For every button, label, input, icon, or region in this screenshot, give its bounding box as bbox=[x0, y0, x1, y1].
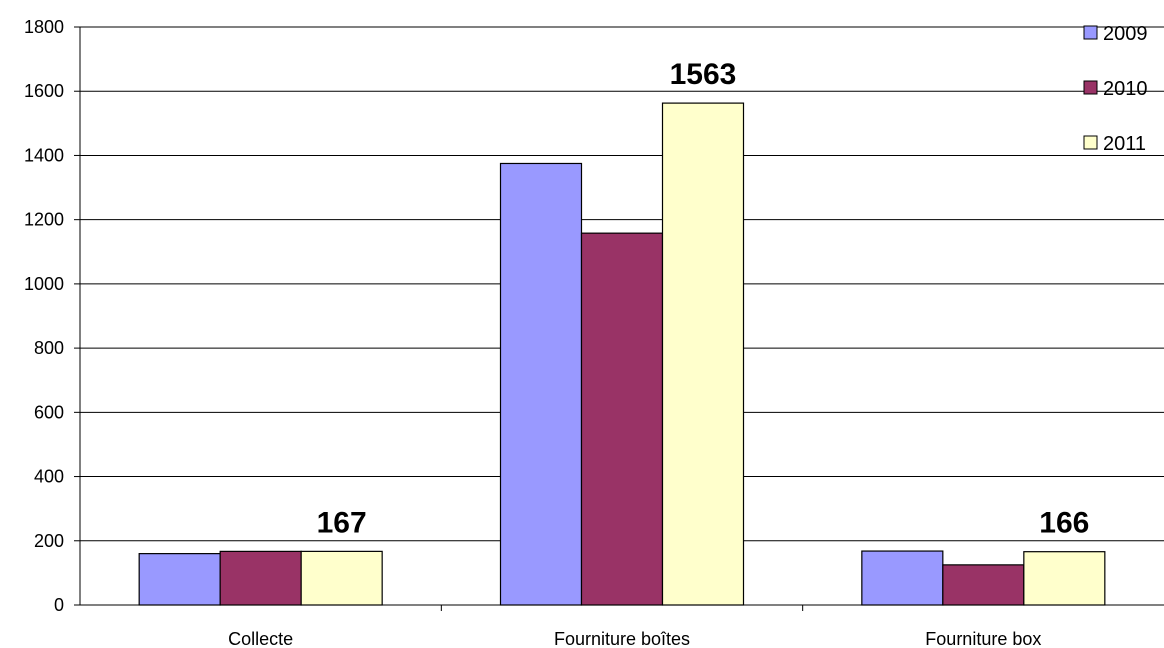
legend-label: 2010 bbox=[1103, 78, 1148, 100]
data-label: 167 bbox=[317, 506, 367, 539]
legend-swatch-2009 bbox=[1083, 25, 1098, 40]
bar-2011-0 bbox=[300, 550, 383, 606]
y-tick-label: 1400 bbox=[24, 145, 64, 165]
bar-2009-2 bbox=[861, 550, 944, 606]
legend: 2009 2010 2011 bbox=[1083, 23, 1148, 155]
legend-swatch-2011 bbox=[1083, 135, 1098, 150]
bar-2010-2 bbox=[942, 564, 1025, 606]
category-label: Fourniture box bbox=[925, 629, 1041, 648]
y-tick-label: 600 bbox=[34, 402, 64, 422]
category-label: Fourniture boîtes bbox=[554, 629, 690, 648]
y-tick-label: 200 bbox=[34, 531, 64, 551]
data-label: 166 bbox=[1039, 507, 1089, 540]
y-tick-label: 1200 bbox=[24, 210, 64, 230]
bar-2011-1 bbox=[661, 102, 745, 606]
category-labels: Collecte Fourniture boîtes Fourniture box bbox=[228, 629, 1041, 648]
bar-2009-1 bbox=[499, 162, 583, 606]
bars bbox=[138, 102, 1106, 606]
legend-label: 2011 bbox=[1103, 133, 1146, 155]
y-tick-label: 1600 bbox=[24, 81, 64, 101]
y-tick-label: 1000 bbox=[24, 274, 64, 294]
data-label: 1563 bbox=[670, 58, 737, 91]
axes bbox=[74, 26, 1164, 611]
y-tick-labels: 0 200 400 600 800 1000 1200 1400 1600 1800 bbox=[24, 17, 64, 615]
legend-label: 2009 bbox=[1103, 23, 1148, 45]
y-tick-label: 800 bbox=[34, 338, 64, 358]
bar-2011-2 bbox=[1023, 551, 1106, 606]
y-tick-label: 1800 bbox=[24, 17, 64, 37]
legend-swatch-2010 bbox=[1083, 80, 1098, 95]
category-label: Collecte bbox=[228, 629, 293, 648]
bar-2010-1 bbox=[580, 232, 664, 606]
bar-2009-0 bbox=[138, 553, 221, 606]
y-tick-label: 400 bbox=[34, 467, 64, 487]
y-tick-label: 0 bbox=[54, 595, 64, 615]
data-labels: 167 1563 166 bbox=[317, 58, 1090, 540]
bar-2010-0 bbox=[219, 550, 302, 606]
